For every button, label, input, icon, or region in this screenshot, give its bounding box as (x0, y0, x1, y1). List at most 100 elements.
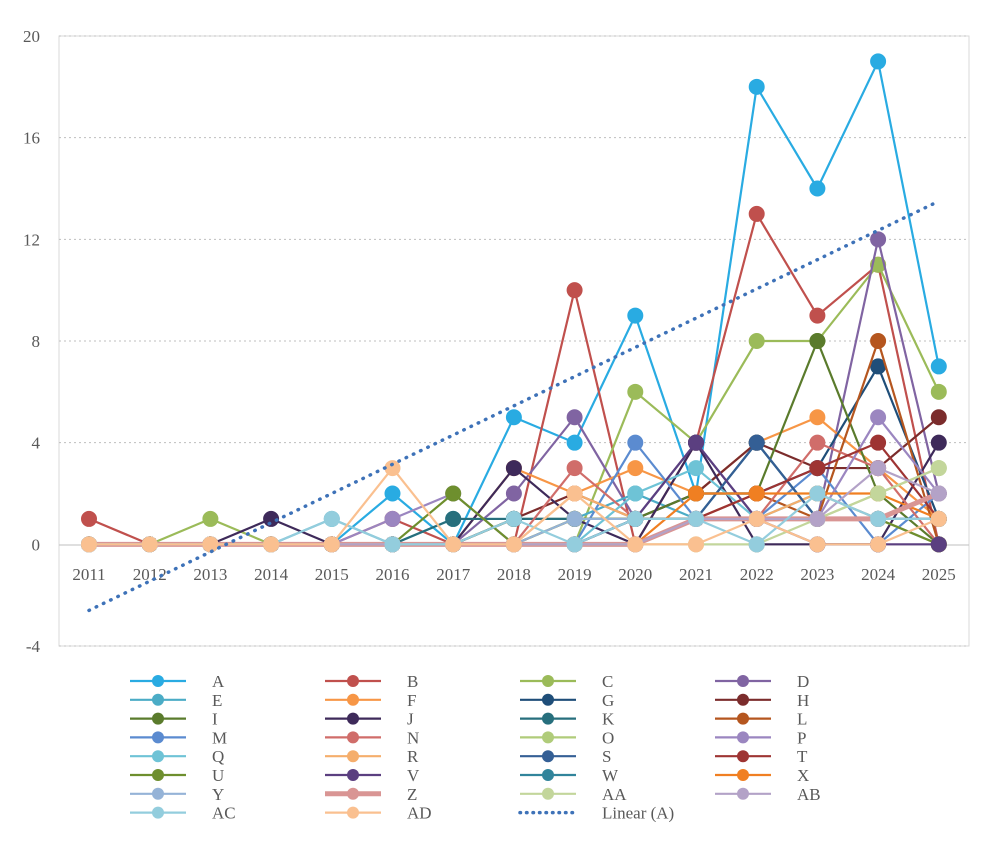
legend-label: Y (212, 785, 224, 804)
legend-item: Linear (A) (518, 804, 674, 823)
data-point (870, 409, 887, 426)
data-point (809, 333, 826, 349)
data-point (384, 485, 401, 502)
data-point (688, 460, 704, 477)
data-point (627, 383, 644, 400)
legend-label: X (797, 766, 809, 785)
legend-item: Q (130, 747, 224, 766)
data-point (748, 205, 765, 222)
legend-label: B (407, 672, 418, 691)
x-tick-label: 2023 (800, 565, 834, 584)
legend-marker (737, 787, 749, 800)
legend-item: Z (325, 785, 417, 804)
data-point (141, 536, 158, 553)
data-point (445, 510, 462, 527)
legend-label: AC (212, 804, 236, 823)
data-point (809, 536, 826, 553)
legend-item: AC (130, 804, 236, 823)
data-point (930, 510, 947, 527)
data-point (870, 536, 887, 553)
legend-item: AB (715, 785, 821, 804)
legend-label: Linear (A) (602, 804, 674, 823)
legend-marker (152, 787, 164, 800)
legend-marker (152, 769, 164, 781)
legend-marker (347, 693, 359, 706)
data-point (870, 460, 887, 477)
data-point (627, 434, 644, 451)
data-point (566, 282, 583, 299)
data-point (627, 307, 644, 324)
trendline-layer (87, 199, 941, 613)
legend-label: D (797, 672, 809, 691)
data-point (505, 536, 522, 553)
legend-label: E (212, 691, 222, 710)
data-point (445, 485, 462, 502)
data-point (202, 536, 219, 553)
series-layer (81, 53, 947, 553)
legend-label: I (212, 710, 218, 729)
legend-item: J (325, 710, 414, 729)
y-tick-label: 4 (32, 434, 41, 453)
data-point (809, 409, 826, 426)
y-tick-label: 16 (23, 129, 40, 148)
data-point (688, 434, 704, 451)
legend-label: Q (212, 747, 224, 766)
data-point (748, 485, 765, 502)
data-point (870, 434, 887, 451)
legend-item: E (130, 691, 222, 710)
data-point (870, 333, 887, 349)
legend-label: U (212, 766, 224, 785)
x-axis-tick-labels: 2011 2012 2013 2014 2015 2016 2017 2018 2019 2020… (72, 565, 955, 584)
legend-label: N (407, 728, 419, 747)
x-tick-label: 2020 (618, 565, 652, 584)
data-point (263, 536, 280, 553)
data-point (809, 510, 826, 527)
legend-marker (347, 806, 359, 819)
data-point (870, 485, 887, 502)
legend-item: I (130, 710, 218, 729)
legend-label: K (602, 710, 615, 729)
legend-marker (737, 750, 749, 763)
x-tick-label: 2012 (133, 565, 167, 584)
data-point (566, 434, 583, 451)
data-point (870, 510, 887, 527)
legend-item: V (325, 766, 420, 785)
data-point (445, 536, 462, 553)
legend-label: W (602, 766, 619, 785)
data-point (748, 434, 765, 451)
data-point (566, 485, 583, 502)
legend-item: B (325, 672, 418, 691)
legend-marker (737, 769, 749, 781)
legend-marker (347, 712, 359, 725)
data-point (81, 536, 97, 553)
legend-label: AB (797, 785, 821, 804)
y-tick-label: 0 (32, 535, 41, 554)
x-tick-label: 2021 (679, 565, 713, 584)
data-point (505, 460, 522, 477)
legend-item: H (715, 691, 809, 710)
data-point (566, 409, 583, 426)
data-point (627, 460, 644, 477)
data-point (688, 485, 704, 502)
legend-label: M (212, 728, 227, 747)
data-point (809, 434, 826, 451)
data-point (627, 536, 644, 553)
y-tick-label: -4 (26, 637, 41, 656)
legend-item: S (520, 747, 611, 766)
legend-marker (152, 806, 164, 819)
data-point (263, 510, 280, 527)
data-point (930, 460, 947, 477)
legend-item: A (130, 672, 225, 691)
data-point (748, 510, 765, 527)
data-point (202, 510, 219, 527)
data-point (930, 409, 947, 426)
x-tick-label: 2019 (558, 565, 592, 584)
x-tick-label: 2022 (740, 565, 774, 584)
legend-marker (737, 712, 749, 725)
legend-label: F (407, 691, 416, 710)
data-point (748, 333, 765, 349)
x-tick-label: 2014 (254, 565, 289, 584)
legend-marker (347, 675, 359, 687)
